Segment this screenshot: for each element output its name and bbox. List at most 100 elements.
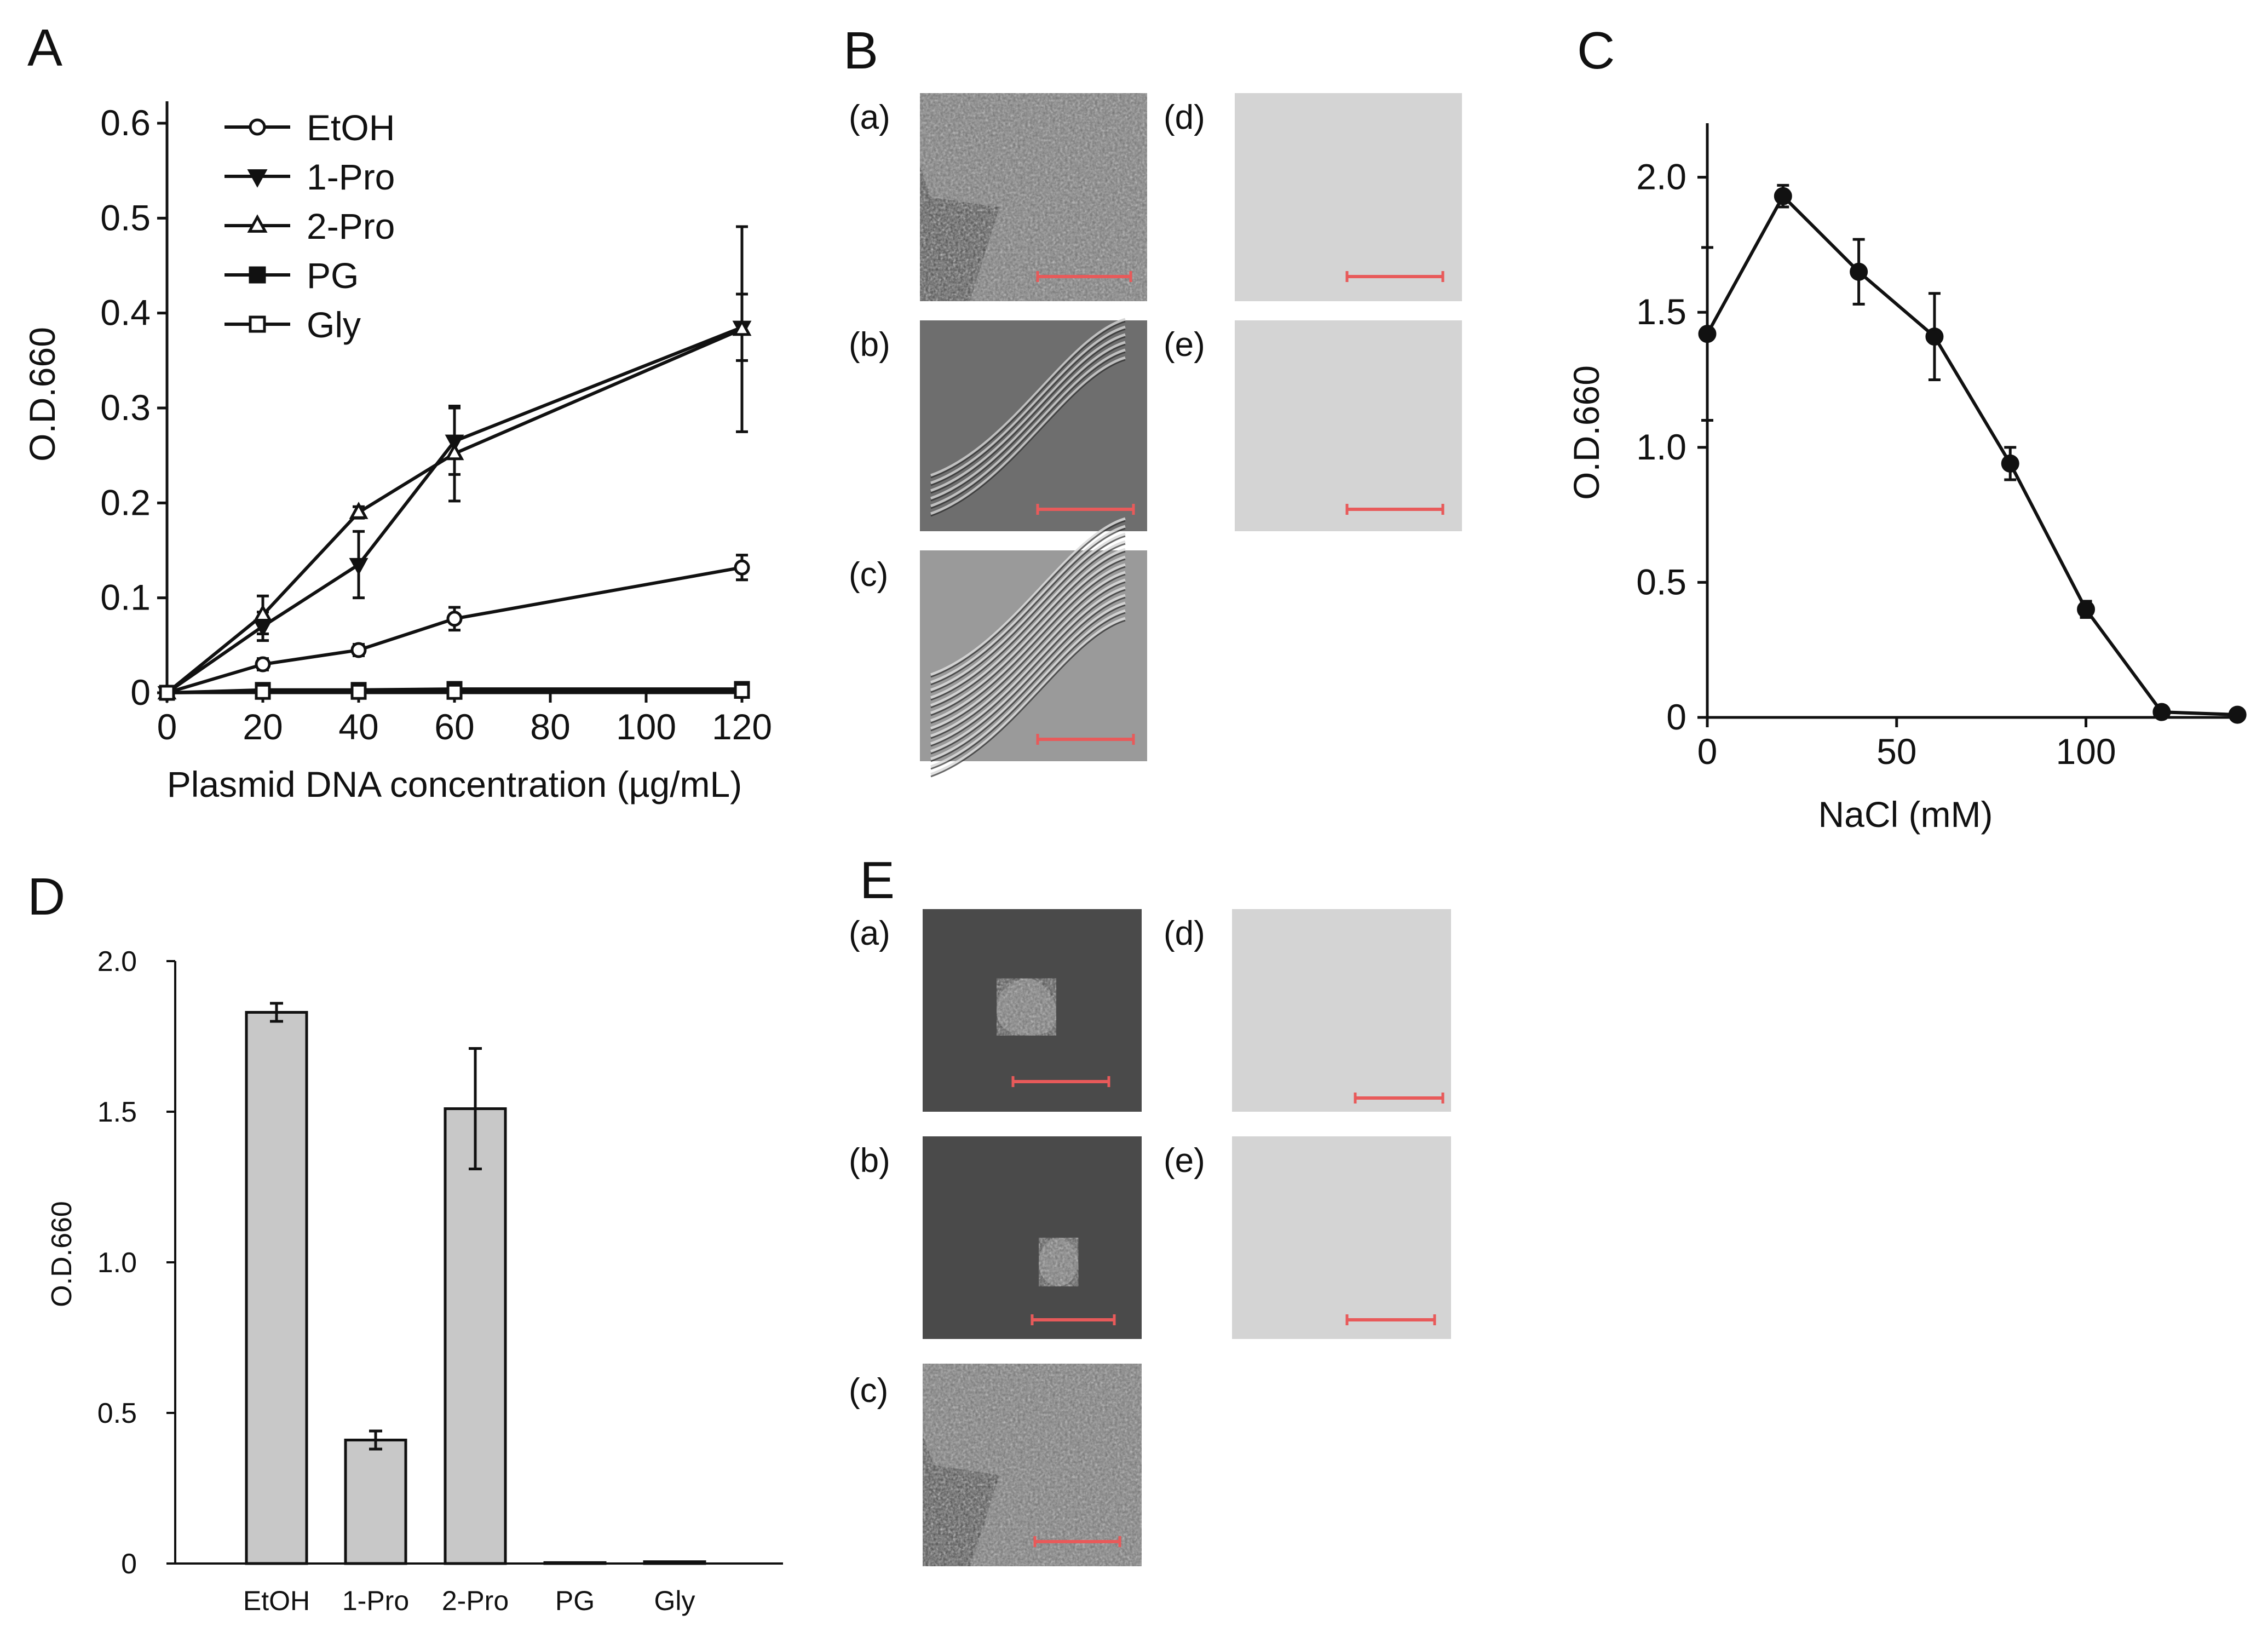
micrograph-b-a: (a) (849, 93, 1147, 301)
micrograph-b-e-label: (e) (1164, 326, 1205, 364)
chart-a-legend-label: 1-Pro (307, 157, 395, 197)
micrograph-e-a: (a) (849, 909, 1142, 1112)
chart-a-xtick-label: 20 (243, 706, 283, 747)
chart-a-point (255, 683, 271, 700)
micrograph-b-c-fiber (930, 532, 1126, 692)
micrograph-e-b-label: (b) (849, 1142, 890, 1180)
micrograph-b-c-fiber (930, 617, 1126, 776)
chart-c-xlabel: NaCl (mM) (1818, 794, 1993, 835)
chart-d-category-label: 2-Pro (442, 1585, 509, 1616)
chart-c-ytick-label: 2.0 (1636, 157, 1686, 197)
chart-c-xtick-label: 0 (1697, 731, 1718, 772)
micrograph-e-d-image (1232, 909, 1451, 1112)
micrograph-b-b-fiber-shadow (930, 320, 1126, 479)
chart-d-ytick-label: 0.5 (97, 1398, 137, 1429)
chart-d-bar-1-pro (344, 1439, 407, 1565)
chart-d-ytick-label: 0 (121, 1548, 137, 1580)
micrograph-e-c-label: (c) (849, 1372, 888, 1410)
micrograph-b-d-label: (d) (1164, 99, 1205, 136)
chart-a-point (350, 683, 367, 700)
chart-d-category-label: 1-Pro (342, 1585, 409, 1616)
chart-d-bar-gly (643, 1560, 706, 1565)
micrograph-b-c-fiber-shadow (930, 596, 1126, 755)
chart-d-category-label: PG (555, 1585, 595, 1616)
chart-a-point (350, 642, 367, 658)
chart-a-line-2-pro (166, 327, 743, 694)
micrograph-b-c-fiber-shadow (930, 612, 1126, 770)
chart-c-point (1698, 325, 1717, 343)
chart-a-point (734, 559, 750, 576)
chart-a-ytick-label: 0.5 (100, 197, 151, 238)
chart-c: O.D.660 NaCl (mM) 0 0.5 1.0 1.5 2.0 0 50 100 (1566, 123, 2247, 835)
micrograph-b-c-fiber-shadow (930, 543, 1126, 701)
micrograph-b-c-fiber-shadow (930, 535, 1126, 693)
chart-c-point (2077, 600, 2096, 619)
micrograph-b-c-fiber-shadow (930, 619, 1126, 778)
chart-a-xtick-label: 100 (616, 706, 676, 747)
micrograph-b-c-label: (c) (849, 556, 888, 594)
chart-c-ytick-label: 0.5 (1636, 561, 1686, 602)
micrograph-e-b-speckle-region (1039, 1238, 1079, 1286)
chart-a-legend-marker (249, 266, 266, 284)
chart-a-point (349, 502, 369, 519)
chart-a-xtick-label: 120 (712, 706, 772, 747)
micrograph-e-c-speckle-region (923, 1364, 1142, 1566)
panel-letter-e: E (860, 851, 895, 910)
micrograph-b-b-fiber (930, 333, 1126, 492)
chart-a-xlabel: Plasmid DNA concentration (µg/mL) (167, 764, 742, 804)
micrograph-b-b-fiber (930, 348, 1126, 508)
chart-a-legend-marker (247, 214, 268, 233)
micrograph-b-c-fiber (930, 571, 1126, 730)
chart-c-line (1706, 193, 2238, 717)
micrograph-e-c-speckle-tint (923, 1364, 1142, 1566)
chart-a-ytick-label: 0 (130, 672, 151, 712)
chart-a-legend-label: 2-Pro (307, 206, 395, 246)
micrograph-b-c-fiber-shadow (930, 581, 1126, 739)
micrograph-b-c-fiber (930, 548, 1126, 707)
chart-c-point (2228, 705, 2247, 724)
micrograph-b-c-fiber-shadow (930, 550, 1126, 709)
chart-a-ytick-label: 0.6 (100, 102, 151, 143)
micrograph-b-e-image (1235, 320, 1462, 531)
chart-c-xtick-label: 50 (1876, 731, 1916, 772)
chart-d-category-label: EtOH (243, 1585, 310, 1616)
micrograph-b-b-fiber-shadow (930, 359, 1126, 517)
micrograph-b-b-fiber (930, 356, 1126, 515)
micrograph-b-c-fiber (930, 555, 1126, 715)
chart-a-point (253, 604, 273, 622)
micrograph-b-c-fiber (930, 540, 1126, 699)
micrograph-b-c-fiber-shadow (930, 558, 1126, 716)
chart-a-point (445, 442, 464, 461)
chart-d-ytick-label: 1.0 (97, 1247, 137, 1279)
chart-c-xtick-label: 100 (2056, 731, 2116, 772)
chart-c-point (2001, 454, 2019, 473)
chart-d-ytick-label: 1.5 (97, 1096, 137, 1128)
chart-a-point (446, 683, 463, 700)
micrograph-b-c-fiber-shadow (930, 589, 1126, 747)
micrograph-b-a-label: (a) (849, 99, 890, 136)
chart-a-xtick-label: 40 (338, 706, 378, 747)
panel-letter-b: B (843, 21, 878, 80)
chart-a-legend-label: Gly (307, 304, 361, 345)
chart-a-line-1-pro (166, 325, 743, 694)
micrograph-b-d-image (1235, 93, 1462, 301)
chart-c-ytick-label: 1.5 (1636, 291, 1686, 332)
micrograph-b-b-fiber-shadow (930, 336, 1126, 494)
micrograph-b-c-fiber-shadow (930, 527, 1126, 686)
micrograph-b-a-speckle-region (920, 93, 1147, 301)
chart-c-point (1774, 187, 1792, 205)
micrograph-e-b-speckle-tint (1039, 1238, 1079, 1286)
chart-c-point (1925, 327, 1944, 346)
micrograph-e-e: (e) (1164, 1136, 1451, 1339)
chart-d: O.D.660 0 0.5 1.0 1.5 2.0 EtOH 1-Pro 2-Pro PG Gly (46, 946, 783, 1616)
micrograph-b-d: (d) (1164, 93, 1462, 301)
micrograph-b-e: (e) (1164, 320, 1462, 531)
chart-a-xtick-label: 0 (157, 706, 177, 747)
panel-letter-a: A (27, 19, 62, 77)
micrograph-b-c-fiber (930, 578, 1126, 738)
chart-a-point (159, 685, 175, 701)
chart-a: O.D.660 Plasmid DNA concentration (µg/mL… (22, 101, 772, 804)
micrograph-b-b: (b) (849, 318, 1147, 531)
chart-a-point (732, 318, 752, 336)
